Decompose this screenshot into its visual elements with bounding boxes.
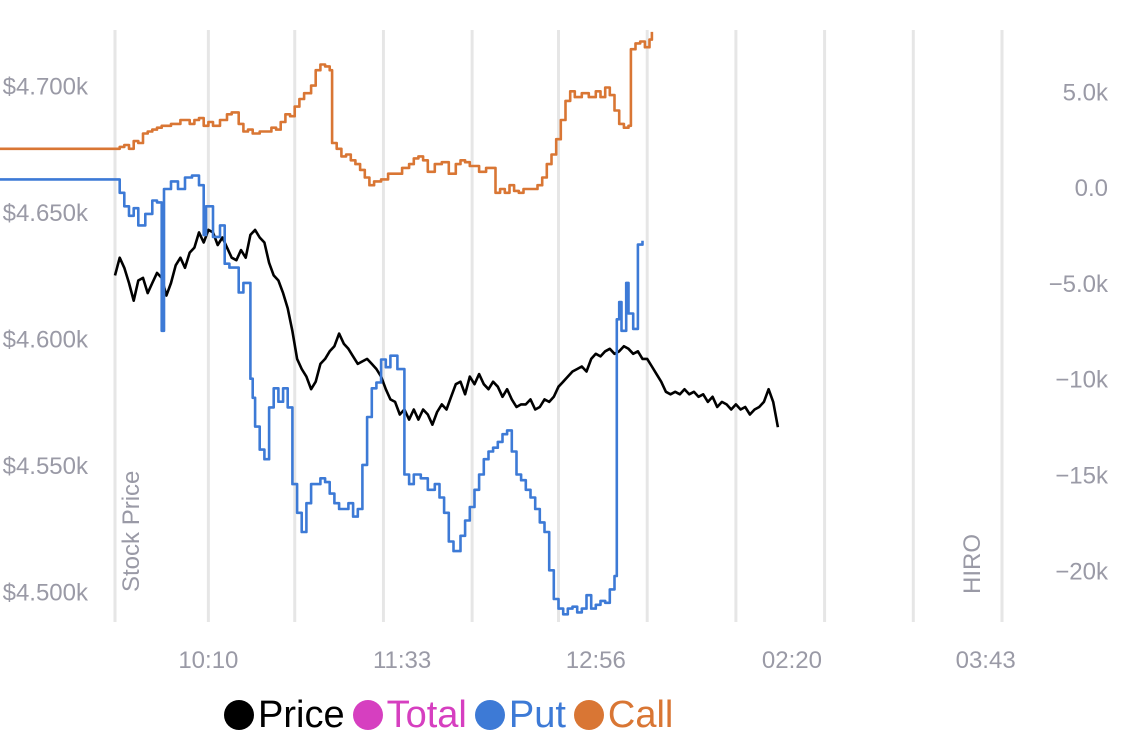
x-tick-label-2: 12:56 (566, 647, 626, 674)
left-tick-label-3: $4.550k (3, 453, 89, 480)
right-tick-label-4: −15k (1055, 462, 1109, 489)
gridlines (113, 30, 1004, 622)
right-tick-label-5: −20k (1055, 558, 1109, 585)
series-lines (0, 31, 780, 616)
series-line-price (113, 228, 780, 428)
legend: Price Total Put Call (224, 690, 681, 740)
x-tick-label-0: 10:10 (178, 647, 238, 674)
legend-dot-icon (352, 700, 383, 730)
legend-item-price[interactable]: Price (224, 694, 345, 737)
legend-item-total[interactable]: Total (352, 693, 467, 737)
left-axis-ticks: $4.700k $4.650k $4.600k $4.550k $4.500k (3, 74, 89, 607)
legend-dot-icon (224, 700, 254, 730)
x-tick-label-1: 11:33 (373, 647, 431, 674)
legend-label: Total (386, 693, 467, 736)
x-tick-label-4: 03:43 (956, 647, 1016, 674)
series-line-call (115, 31, 654, 195)
left-tick-label-2: $4.600k (3, 327, 89, 354)
legend-dot-icon (573, 700, 604, 730)
right-tick-label-1: 0.0 (1075, 175, 1108, 202)
left-tick-label-0: $4.700k (3, 74, 89, 101)
left-axis-title: Stock Price (118, 471, 145, 592)
right-axis-title: HIRO (959, 534, 986, 594)
legend-label: Call (607, 693, 674, 736)
left-tick-label-1: $4.650k (3, 200, 89, 227)
legend-item-put[interactable]: Put (474, 693, 566, 737)
legend-label: Put (508, 693, 566, 736)
right-tick-label-3: −10k (1055, 367, 1109, 394)
legend-item-call[interactable]: Call (573, 693, 674, 737)
x-axis-ticks: 10:10 11:33 12:56 02:20 03:43 (178, 647, 1015, 674)
right-axis-ticks: 5.0k 0.0 −5.0k −10k −15k −20k (1049, 79, 1109, 585)
left-tick-label-4: $4.500k (3, 580, 89, 607)
series-line-put (115, 174, 644, 616)
right-tick-label-0: 5.0k (1063, 79, 1109, 106)
right-tick-label-2: −5.0k (1049, 271, 1109, 298)
legend-dot-icon (474, 700, 505, 730)
x-tick-label-3: 02:20 (762, 647, 822, 674)
legend-label: Price (258, 693, 345, 736)
